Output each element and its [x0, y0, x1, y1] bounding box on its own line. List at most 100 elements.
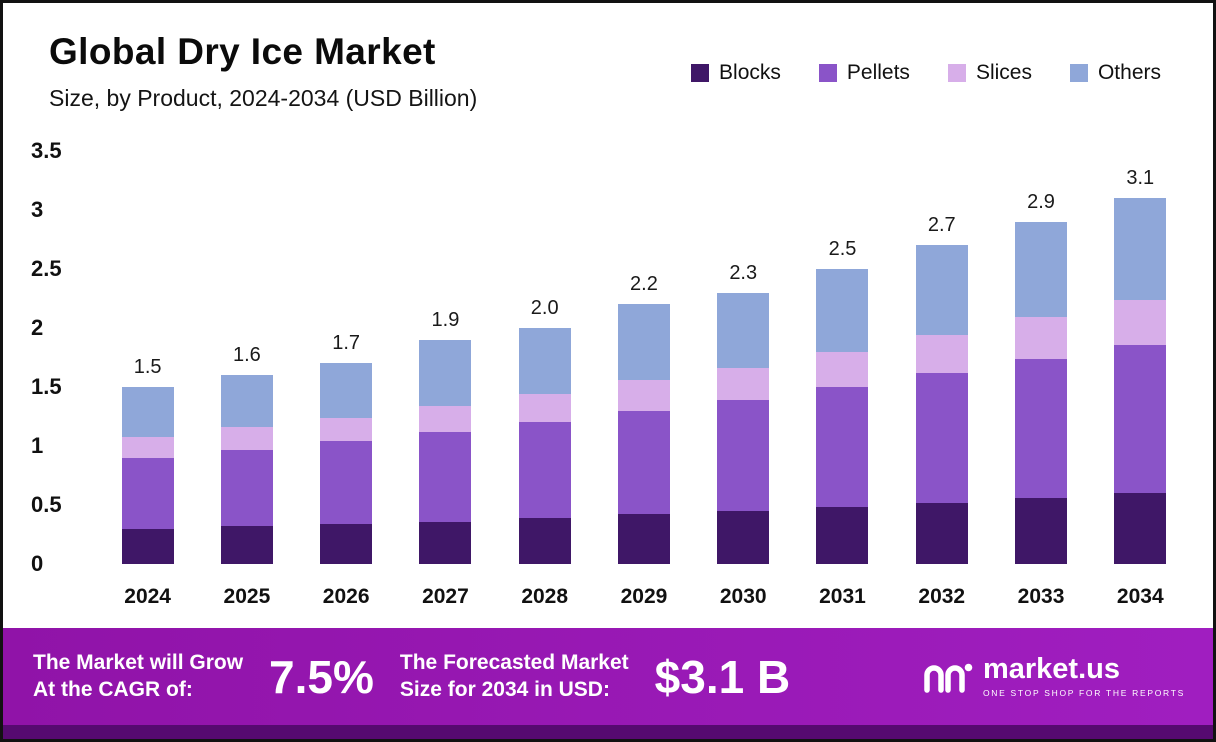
market-us-wave-icon: [924, 663, 973, 693]
x-axis-label: 2028: [521, 585, 569, 608]
chart-subtitle: Size, by Product, 2024-2034 (USD Billion…: [49, 85, 478, 111]
bar-column-2034: 3.1: [1091, 151, 1190, 564]
stacked-bar-2029: [617, 304, 670, 564]
legend: Blocks Pellets Slices Others: [691, 61, 1161, 85]
y-axis-tick: 3: [31, 197, 44, 222]
x-axis-label: 2025: [223, 585, 271, 608]
legend-item-slices: Slices: [947, 61, 1032, 85]
bar-segment-blocks-2028: [518, 518, 571, 564]
bottom-strip: [3, 725, 1213, 739]
bar-total-label: 2.5: [828, 238, 857, 261]
bar-column-2029: 2.2: [594, 151, 693, 564]
bar-segment-pellets-2028: [518, 422, 571, 518]
bar-segment-pellets-2025: [220, 449, 273, 527]
bar-segment-slices-2034: [1114, 299, 1167, 345]
banner: The Market will Grow At the CAGR of: 7.5…: [3, 628, 1213, 725]
y-axis-tick: 0: [31, 551, 44, 576]
bar-segment-blocks-2032: [915, 502, 968, 564]
bar-segment-blocks-2034: [1114, 493, 1167, 564]
y-axis-tick: 0.5: [31, 492, 62, 517]
bar-segment-blocks-2024: [121, 528, 174, 564]
chart-title: Global Dry Ice Market: [49, 31, 436, 72]
stacked-bar-2027: [419, 339, 472, 564]
forecast-label-line2: Size for 2034 in USD:: [399, 677, 610, 701]
bar-segment-others-2030: [717, 292, 770, 369]
y-axis-tick: 2.5: [31, 256, 62, 281]
bar-total-label: 3.1: [1126, 167, 1155, 190]
stacked-bar-2025: [220, 375, 273, 564]
stacked-bar-2030: [717, 292, 770, 564]
bar-segment-others-2028: [518, 328, 571, 395]
legend-swatch-pellets: [818, 64, 837, 82]
bar-segment-others-2029: [617, 304, 670, 380]
bar-segment-blocks-2029: [617, 514, 670, 564]
stacked-bar-2024: [121, 387, 174, 564]
bar-segment-others-2031: [816, 269, 869, 352]
legend-item-pellets: Pellets: [818, 61, 910, 85]
bar-segment-others-2026: [320, 363, 373, 418]
bar-column-2025: 1.6: [197, 151, 296, 564]
bar-column-2028: 2.0: [495, 151, 594, 564]
bar-segment-slices-2024: [121, 436, 174, 458]
bar-segment-others-2027: [419, 339, 472, 406]
stacked-bar-2033: [1015, 221, 1068, 564]
bar-segment-slices-2025: [220, 427, 273, 450]
bar-segment-pellets-2031: [816, 387, 869, 508]
bars-plot-area: 1.5 1.6 1.7 1.9 2.0 2.2 2.3 2.5 2.7 2.9 3.1: [98, 151, 1190, 564]
bar-column-2027: 1.9: [396, 151, 495, 564]
y-axis-tick: 1.5: [31, 374, 62, 399]
bar-column-2026: 1.7: [297, 151, 396, 564]
logo-text-wrap: market.us ONE STOP SHOP FOR THE REPORTS: [982, 653, 1185, 699]
bar-segment-blocks-2025: [220, 526, 273, 564]
stacked-bar-2028: [518, 328, 571, 564]
bar-total-label: 2.0: [530, 297, 559, 320]
bar-segment-pellets-2033: [1015, 358, 1068, 498]
bar-segment-others-2034: [1114, 198, 1167, 300]
x-axis-label: 2031: [819, 585, 866, 608]
bar-segment-blocks-2033: [1015, 497, 1068, 564]
bar-segment-blocks-2027: [419, 521, 472, 564]
x-axis-label: 2033: [1017, 585, 1065, 608]
bar-segment-slices-2028: [518, 394, 571, 423]
x-axis-label: 2029: [620, 585, 668, 608]
bar-total-label: 1.6: [232, 344, 261, 367]
x-axis-label: 2026: [322, 585, 370, 608]
x-axis-label: 2032: [918, 585, 966, 608]
stacked-bar-2034: [1114, 198, 1167, 564]
stacked-bar-2031: [816, 269, 869, 564]
bar-segment-slices-2030: [717, 368, 770, 401]
bar-column-2024: 1.5: [98, 151, 197, 564]
bar-segment-others-2032: [915, 245, 968, 336]
cagr-label-line1: The Market will Grow: [33, 651, 244, 675]
bar-segment-slices-2026: [320, 417, 373, 442]
bar-column-2030: 2.3: [694, 151, 793, 564]
stacked-bar-2026: [320, 363, 373, 564]
logo-tagline: ONE STOP SHOP FOR THE REPORTS: [982, 688, 1185, 698]
bar-segment-blocks-2026: [320, 523, 373, 564]
x-axis-label: 2034: [1116, 585, 1164, 608]
y-axis-tick: 2: [31, 315, 44, 340]
cagr-label: The Market will Grow At the CAGR of:: [33, 650, 243, 703]
legend-label: Pellets: [846, 61, 910, 84]
forecast-value: $3.1 B: [654, 650, 791, 703]
cagr-value: 7.5%: [269, 650, 374, 703]
chart-header: Global Dry Ice Market Size, by Product, …: [49, 31, 477, 112]
y-axis-tick: 1: [31, 433, 44, 458]
bar-total-label: 2.2: [630, 273, 658, 296]
bar-segment-others-2024: [121, 387, 174, 437]
legend-item-blocks: Blocks: [691, 61, 781, 85]
bar-segment-slices-2027: [419, 405, 472, 432]
legend-swatch-blocks: [691, 64, 710, 82]
logo-text: market.us: [982, 653, 1120, 685]
bar-segment-blocks-2030: [717, 510, 770, 564]
bar-column-2031: 2.5: [793, 151, 892, 564]
bar-total-label: 2.3: [729, 261, 758, 284]
bar-segment-slices-2029: [617, 379, 670, 411]
bar-segment-pellets-2027: [419, 431, 472, 522]
legend-swatch-slices: [947, 64, 966, 82]
bar-column-2033: 2.9: [991, 151, 1090, 564]
x-axis-label: 2024: [124, 585, 171, 608]
market-us-logo: market.us ONE STOP SHOP FOR THE REPORTS: [921, 655, 1185, 698]
bar-segment-others-2025: [220, 375, 273, 428]
